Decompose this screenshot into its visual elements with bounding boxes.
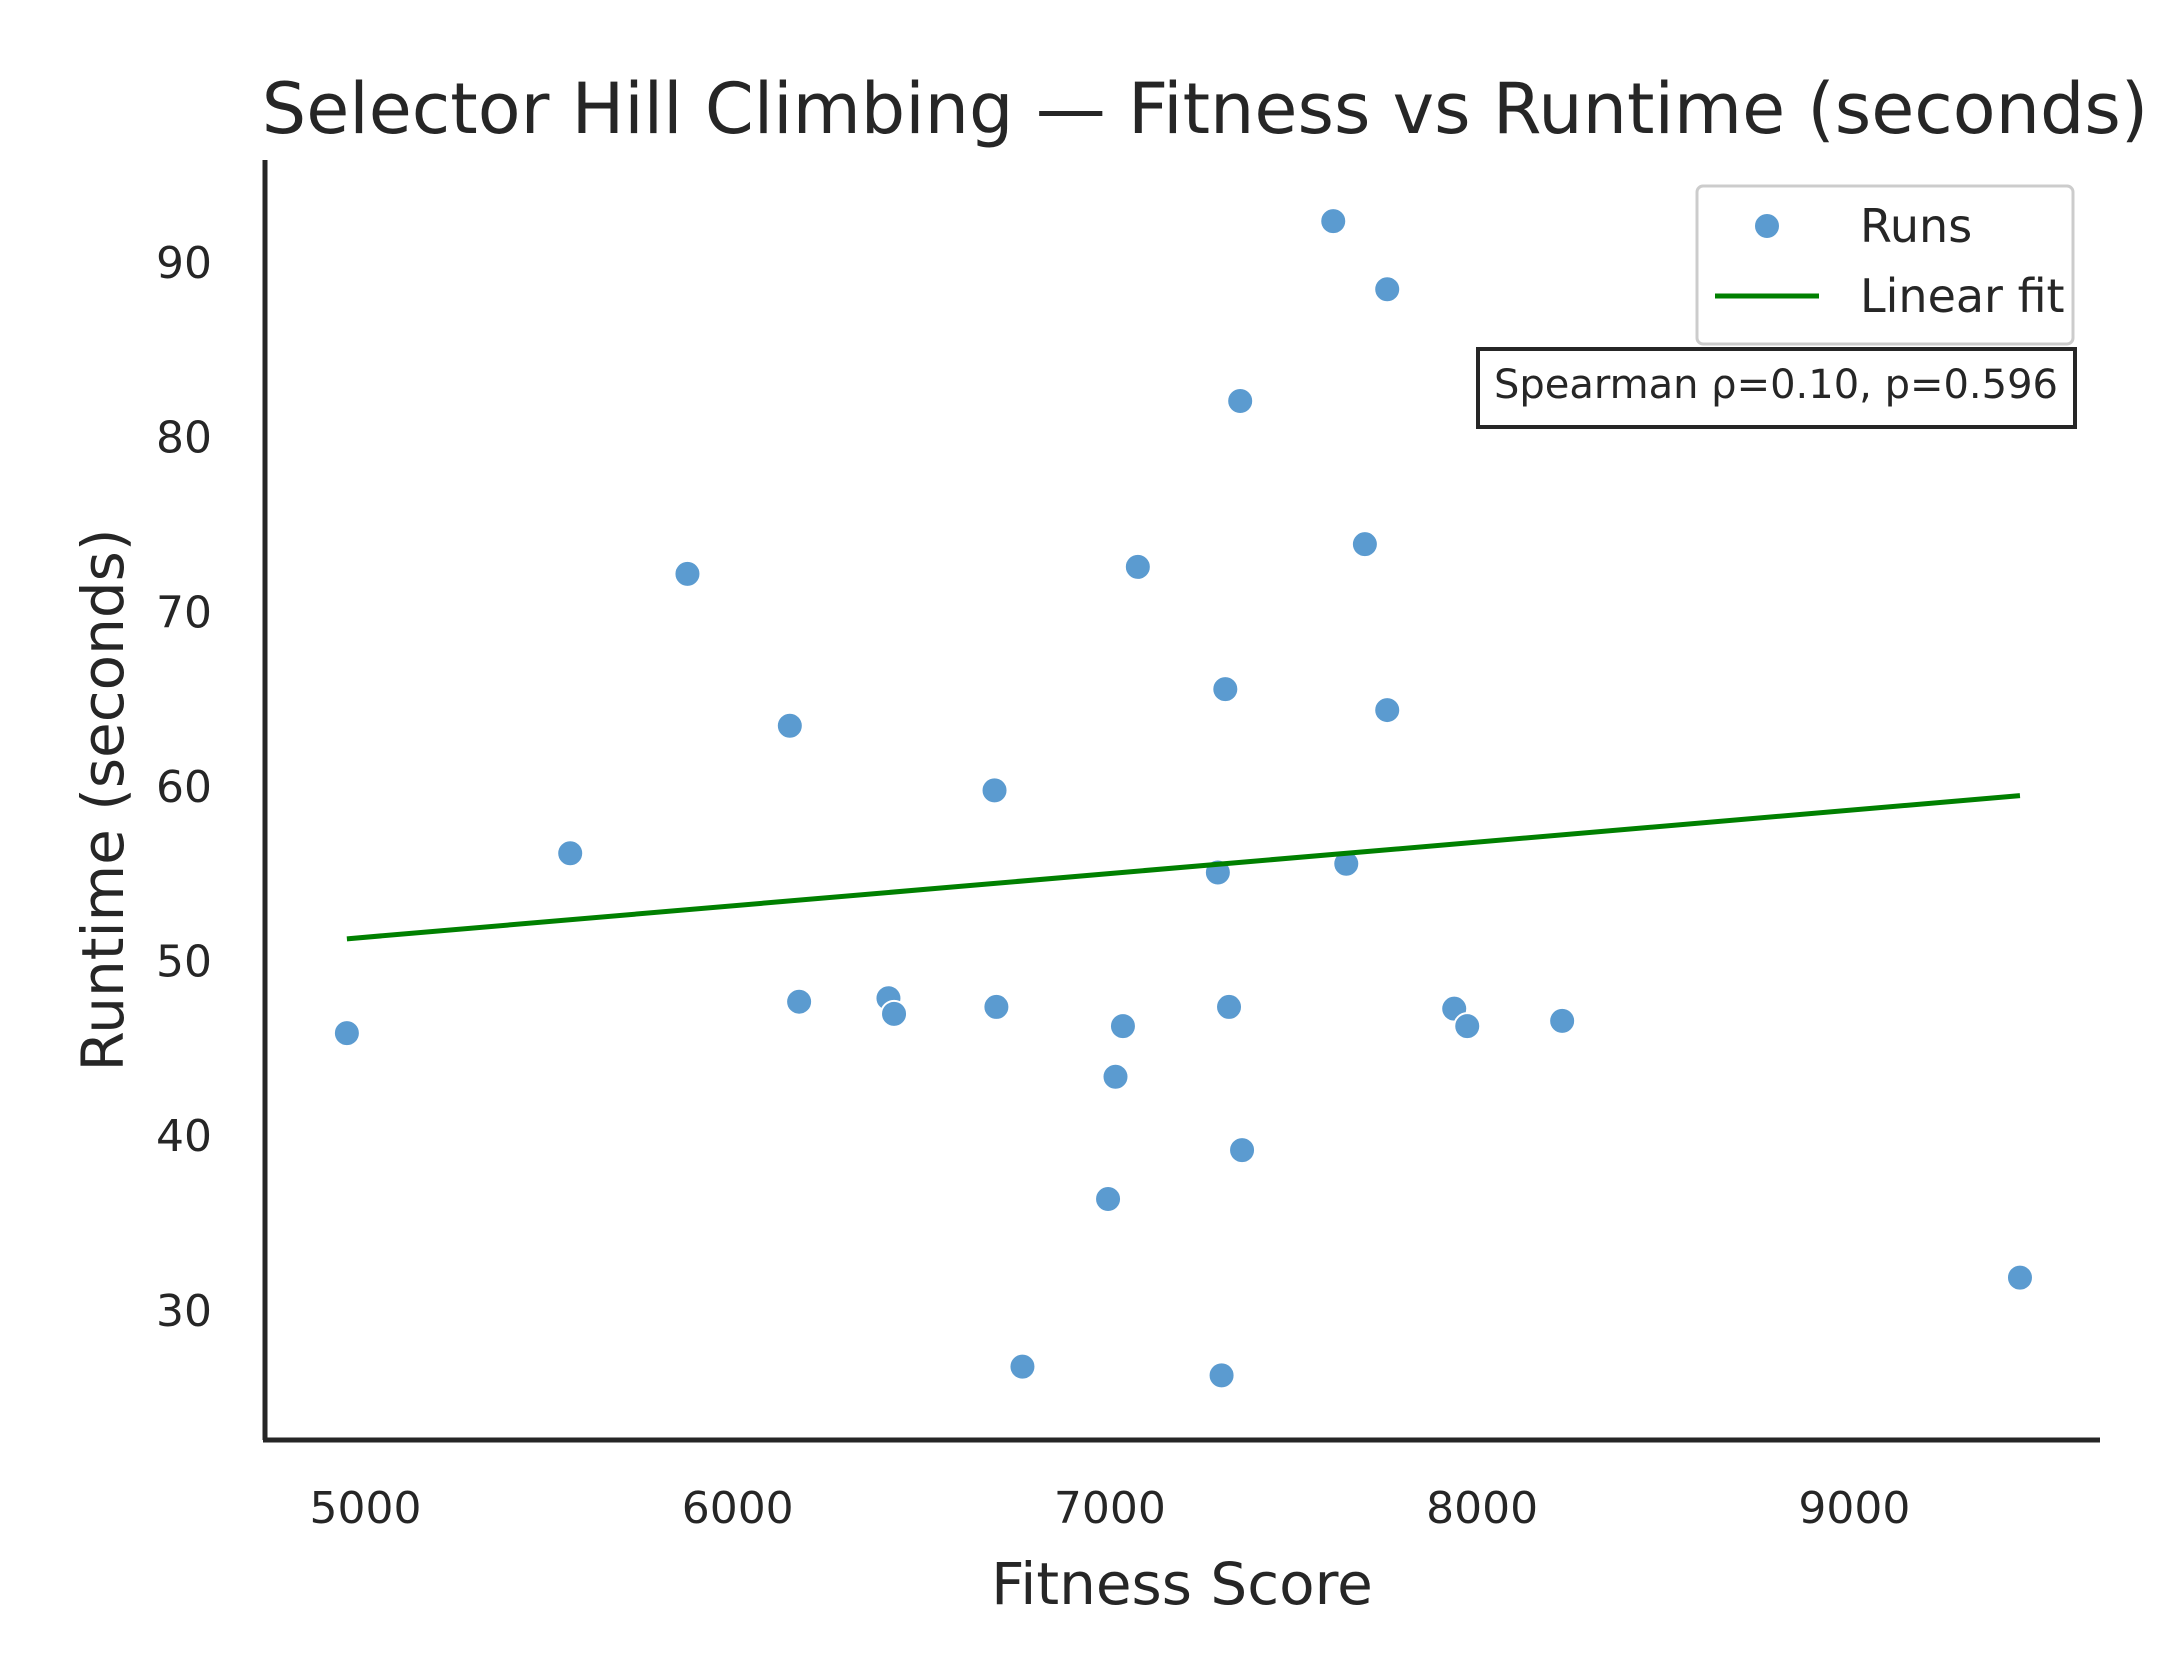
- data-point-23: [1373, 275, 1402, 304]
- data-point-27: [1548, 1006, 1577, 1035]
- data-point-20: [1319, 207, 1348, 236]
- annotation-box: [1476, 347, 2077, 429]
- data-point-21: [1332, 849, 1361, 878]
- y-tick-label-50: 50: [156, 937, 212, 988]
- data-point-24: [1373, 696, 1402, 725]
- fit-line-layer: [346, 793, 2021, 942]
- data-point-7: [980, 776, 1009, 805]
- legend-marker-runs: [1753, 212, 1781, 240]
- x-axis-label: Fitness Score: [991, 1550, 1373, 1618]
- x-tick-label-9000: 9000: [1798, 1483, 1910, 1534]
- x-tick-label-5000: 5000: [310, 1483, 422, 1534]
- data-point-15: [1207, 1361, 1236, 1390]
- x-tick-label-7000: 7000: [1054, 1483, 1166, 1534]
- x-tick-label-8000: 8000: [1426, 1483, 1538, 1534]
- chart-title: Selector Hill Climbing — Fitness vs Runt…: [262, 68, 2148, 150]
- data-point-12: [1108, 1012, 1137, 1041]
- x-tick-labels: 5000 6000 7000 8000 9000: [310, 1483, 1911, 1534]
- data-point-18: [1226, 386, 1255, 415]
- annotation-text: Spearman ρ=0.10, p=0.596: [1494, 362, 2058, 408]
- y-tick-label-60: 60: [156, 762, 212, 813]
- legend-label-fit: Linear fit: [1860, 269, 2065, 323]
- data-point-11: [1101, 1062, 1130, 1091]
- data-point-8: [982, 992, 1011, 1021]
- x-tick-label-6000: 6000: [682, 1483, 794, 1534]
- data-point-13: [1123, 552, 1152, 581]
- legend-label-runs: Runs: [1860, 199, 1972, 253]
- data-point-10: [1094, 1185, 1123, 1214]
- data-point-16: [1211, 675, 1240, 704]
- y-tick-label-40: 40: [156, 1111, 212, 1162]
- data-point-9: [1008, 1352, 1037, 1381]
- data-point-2: [673, 559, 702, 588]
- data-point-22: [1350, 530, 1379, 559]
- legend-box: [1695, 184, 2075, 346]
- y-tick-labels: 30 40 50 60 70 80 90: [156, 238, 212, 1337]
- y-tick-label-90: 90: [156, 238, 212, 289]
- y-tick-label-30: 30: [156, 1286, 212, 1337]
- spearman-annotation: Spearman ρ=0.10, p=0.596: [1476, 347, 2077, 429]
- legend: Runs Linear fit: [1695, 184, 2075, 346]
- y-tick-label-80: 80: [156, 413, 212, 464]
- y-axis-label: Runtime (seconds): [69, 528, 137, 1071]
- fit-line: [346, 793, 2021, 942]
- y-tick-label-70: 70: [156, 587, 212, 638]
- data-point-4: [785, 987, 814, 1016]
- data-point-26: [1453, 1012, 1482, 1041]
- data-point-6: [880, 999, 909, 1028]
- data-point-1: [556, 839, 585, 868]
- data-point-19: [1228, 1136, 1257, 1165]
- data-point-17: [1215, 992, 1244, 1021]
- data-point-3: [775, 711, 804, 740]
- data-points: [332, 207, 2034, 1390]
- data-point-28: [2005, 1263, 2034, 1292]
- data-point-0: [332, 1019, 361, 1048]
